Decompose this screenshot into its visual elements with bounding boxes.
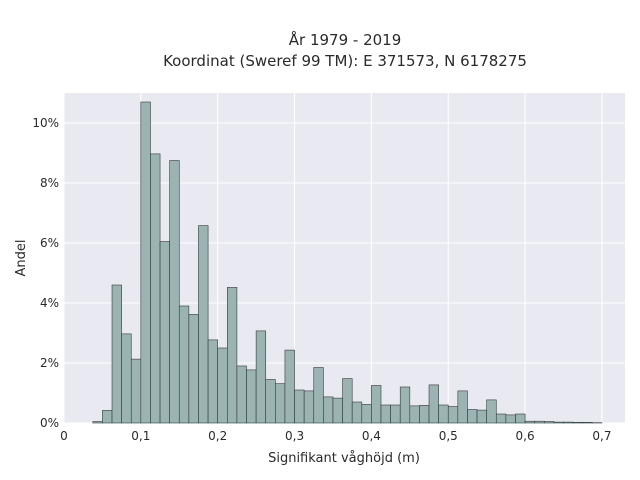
histogram-bar bbox=[207, 339, 218, 424]
tick-labels: 0 0,1 0,2 0,3 0,4 0,5 0,6 0,7 0% 2% 4% 6% 8% 10% bbox=[32, 116, 611, 443]
histogram-bar bbox=[467, 409, 478, 424]
histogram-bar bbox=[495, 413, 507, 424]
y-tick-label: 0% bbox=[40, 416, 59, 430]
x-axis-title: Signifikant våghöjd (m) bbox=[268, 451, 420, 466]
histogram-bar bbox=[390, 404, 401, 424]
histogram-bar bbox=[486, 399, 497, 424]
histogram-bar bbox=[534, 420, 545, 424]
histogram-bar bbox=[178, 305, 190, 424]
histogram-bar bbox=[582, 422, 593, 424]
histogram-bar bbox=[92, 421, 103, 424]
histogram-bar bbox=[140, 101, 151, 424]
histogram-bar bbox=[361, 404, 372, 424]
histogram-bar bbox=[419, 404, 430, 424]
histogram-bar bbox=[371, 385, 382, 424]
histogram-bar bbox=[428, 384, 439, 424]
histogram-bar bbox=[121, 333, 132, 424]
x-tick-label: 0,3 bbox=[285, 429, 304, 443]
y-tick-label: 8% bbox=[40, 176, 59, 190]
histogram-bar bbox=[563, 421, 574, 424]
histogram-bar bbox=[572, 422, 584, 424]
x-tick-label: 0,1 bbox=[131, 429, 150, 443]
chart-subtitle: Koordinat (Sweref 99 TM): E 371573, N 61… bbox=[163, 52, 527, 70]
histogram-bar bbox=[313, 367, 324, 424]
histogram-bar bbox=[515, 413, 526, 424]
histogram-bar bbox=[323, 396, 334, 424]
histogram-bar bbox=[399, 386, 411, 424]
y-tick-label: 2% bbox=[40, 356, 59, 370]
histogram-bar bbox=[457, 390, 468, 424]
x-tick-label: 0,2 bbox=[208, 429, 227, 443]
histogram-bar bbox=[505, 414, 516, 424]
histogram-bar bbox=[111, 284, 122, 424]
histogram-bar bbox=[351, 401, 363, 424]
histogram-bar bbox=[524, 420, 536, 424]
histogram-bar bbox=[409, 405, 420, 424]
x-tick-label: 0,7 bbox=[592, 429, 611, 443]
histogram-bar bbox=[246, 369, 257, 424]
x-tick-label: 0 bbox=[60, 429, 68, 443]
bars bbox=[92, 101, 603, 424]
histogram-bar bbox=[130, 358, 142, 424]
y-axis-title: Andel bbox=[14, 240, 29, 277]
y-tick-label: 6% bbox=[40, 236, 59, 250]
histogram-bar bbox=[236, 365, 247, 424]
x-tick-label: 0,5 bbox=[439, 429, 458, 443]
chart-title: År 1979 - 2019 bbox=[289, 30, 402, 49]
histogram-bar bbox=[188, 314, 199, 424]
histogram-bar bbox=[447, 406, 459, 424]
histogram-bar bbox=[227, 287, 238, 424]
histogram-bar bbox=[332, 397, 343, 424]
histogram-bar bbox=[438, 404, 449, 424]
histogram-bar bbox=[255, 330, 267, 424]
histogram-bar bbox=[284, 349, 295, 424]
y-tick-label: 4% bbox=[40, 296, 59, 310]
histogram-bar bbox=[294, 389, 305, 424]
x-tick-label: 0,6 bbox=[516, 429, 535, 443]
histogram-bar bbox=[476, 409, 487, 424]
x-tick-label: 0,4 bbox=[362, 429, 381, 443]
histogram-bar bbox=[380, 404, 391, 424]
histogram-bar bbox=[217, 347, 228, 424]
histogram-bar bbox=[275, 383, 286, 424]
histogram-bar bbox=[102, 410, 113, 424]
histogram-bar bbox=[553, 421, 564, 424]
histogram-bar bbox=[303, 390, 315, 424]
histogram-bar bbox=[198, 225, 209, 424]
histogram-bar bbox=[342, 378, 353, 424]
histogram-bar bbox=[150, 153, 161, 424]
histogram-bar bbox=[265, 379, 276, 424]
histogram-bar bbox=[159, 241, 170, 424]
histogram-bar bbox=[169, 160, 180, 424]
histogram-bar bbox=[544, 421, 555, 424]
y-tick-label: 10% bbox=[32, 116, 59, 130]
